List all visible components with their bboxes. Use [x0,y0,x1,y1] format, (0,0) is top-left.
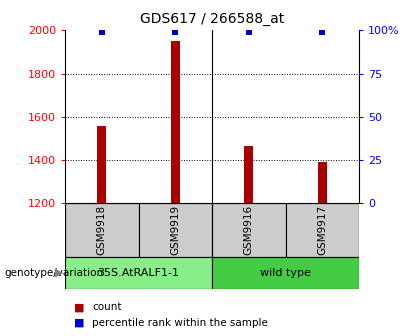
Text: ■: ■ [74,318,84,328]
Text: 35S.AtRALF1-1: 35S.AtRALF1-1 [97,268,180,278]
Bar [171,41,180,203]
Bar [286,203,359,257]
Bar [65,257,212,289]
Bar [97,126,106,203]
Text: GSM9916: GSM9916 [244,205,254,255]
Bar [212,203,286,257]
Text: genotype/variation: genotype/variation [4,268,103,278]
Text: count: count [92,302,122,312]
Text: GSM9918: GSM9918 [97,205,107,255]
Bar [65,203,139,257]
Bar [318,162,327,203]
Text: ■: ■ [74,302,84,312]
Bar [244,146,253,203]
Text: ▶: ▶ [55,268,63,278]
Text: wild type: wild type [260,268,311,278]
Title: GDS617 / 266588_at: GDS617 / 266588_at [140,12,284,27]
Text: GSM9917: GSM9917 [318,205,327,255]
Bar [139,203,212,257]
Text: percentile rank within the sample: percentile rank within the sample [92,318,268,328]
Text: GSM9919: GSM9919 [171,205,180,255]
Bar [212,257,359,289]
